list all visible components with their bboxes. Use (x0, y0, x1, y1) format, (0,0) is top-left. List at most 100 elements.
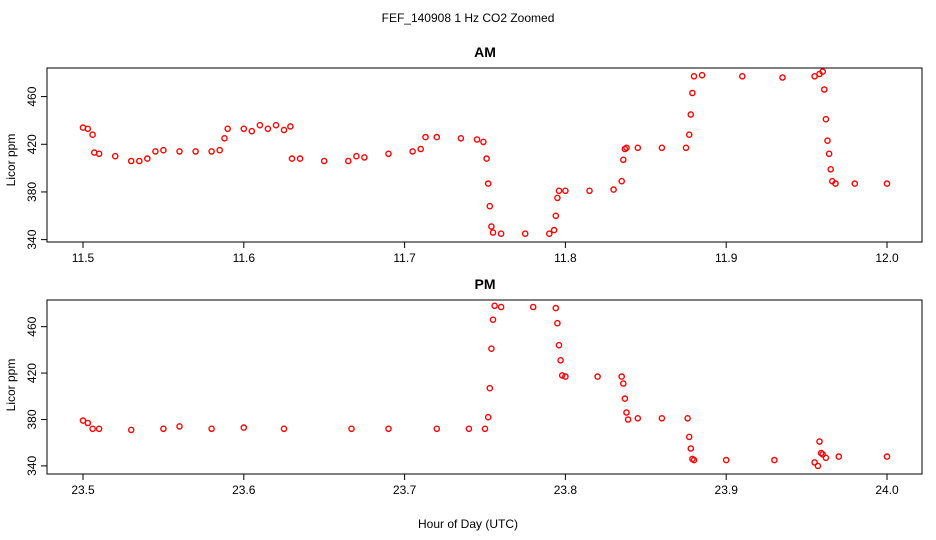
x-tick-label: 23.6 (232, 483, 256, 497)
data-point (552, 212, 560, 220)
data-point (634, 144, 642, 152)
panel-title-am: AM (474, 44, 496, 60)
data-point (529, 303, 537, 311)
data-point (658, 414, 666, 422)
y-tick-label: 340 (25, 456, 39, 476)
data-point (771, 456, 778, 464)
data-point (409, 148, 416, 155)
points-am (79, 68, 891, 237)
data-point (814, 462, 822, 470)
data-point (822, 454, 830, 462)
panel-title-pm: PM (475, 276, 496, 292)
data-point (385, 425, 392, 433)
data-point (521, 230, 529, 237)
data-point (127, 157, 135, 165)
data-point (361, 154, 368, 161)
data-point (480, 138, 487, 146)
data-point (634, 414, 642, 422)
data-point (562, 187, 569, 195)
data-point (811, 459, 818, 466)
data-point (484, 180, 492, 187)
data-point (143, 155, 151, 162)
data-point (618, 373, 626, 380)
data-point (95, 150, 103, 158)
data-point (160, 425, 167, 433)
data-point (353, 152, 360, 160)
data-point (689, 89, 696, 97)
data-point (685, 131, 693, 138)
panel-am: AM Licor ppm 11.5 11.6 11.7 11.8 11.9 12.0 34… (4, 44, 923, 265)
data-point (248, 127, 256, 135)
data-point (819, 68, 827, 75)
data-point (722, 456, 730, 464)
data-point (557, 356, 564, 364)
y-axis-label-pm: Licor ppm (4, 359, 18, 412)
data-point (682, 144, 690, 152)
data-point (344, 157, 352, 165)
data-point (176, 423, 183, 430)
data-point (552, 304, 560, 312)
data-point (816, 438, 823, 445)
data-point (497, 230, 505, 237)
data-point (554, 319, 561, 327)
data-point (620, 380, 627, 387)
data-point (562, 373, 569, 380)
data-point (208, 148, 215, 155)
data-point (883, 453, 891, 460)
x-tick-label: 11.5 (72, 251, 95, 265)
x-tick-label: 23.5 (71, 483, 95, 497)
x-tick-label: 23.7 (393, 483, 417, 497)
panel-pm: PM Licor ppm 23.5 23.6 23.7 23.8 23.9 24.0 34… (4, 276, 923, 497)
data-point (698, 71, 706, 79)
data-point (827, 165, 835, 173)
data-point (685, 433, 693, 441)
data-point (555, 341, 563, 349)
y-tick-label: 340 (25, 229, 39, 249)
plot-frame-pm (46, 299, 923, 475)
y-tick-label: 420 (25, 134, 39, 154)
data-point (433, 425, 441, 433)
data-point (216, 146, 223, 154)
data-point (558, 372, 566, 379)
data-point (554, 194, 561, 202)
data-point (224, 125, 231, 133)
y-ticks-am: 340 380 420 460 (25, 86, 47, 250)
data-point (484, 413, 492, 421)
data-point (489, 316, 497, 324)
data-point (883, 180, 891, 187)
x-axis-label: Hour of Day (UTC) (418, 517, 518, 531)
data-point (135, 157, 143, 165)
data-point (84, 419, 92, 427)
x-tick-label: 11.7 (393, 251, 416, 265)
data-point (620, 156, 627, 164)
data-point (618, 177, 626, 185)
figure-title: FEF_140908 1 Hz CO2 Zoomed (382, 11, 555, 25)
data-point (497, 303, 505, 311)
data-point (84, 125, 92, 133)
data-point (296, 155, 304, 162)
y-tick-label: 460 (25, 86, 39, 106)
data-point (739, 73, 746, 80)
data-point (489, 229, 497, 236)
y-tick-label: 460 (25, 316, 39, 336)
data-point (835, 453, 843, 460)
x-tick-label: 12.0 (875, 251, 899, 265)
x-tick-label: 11.6 (233, 251, 256, 265)
data-point (89, 131, 96, 138)
data-point (821, 86, 828, 93)
data-point (111, 152, 119, 160)
y-tick-label: 380 (25, 182, 39, 202)
data-point (610, 186, 617, 193)
x-tick-label: 23.9 (715, 483, 739, 497)
data-point (546, 230, 553, 237)
x-tick-label: 11.9 (715, 251, 738, 265)
data-point (473, 136, 481, 143)
data-point (95, 425, 103, 433)
data-point (417, 145, 425, 153)
data-point (488, 345, 495, 353)
data-point (594, 373, 601, 380)
data-point (623, 144, 630, 152)
y-axis-label-am: Licor ppm (4, 134, 18, 187)
data-point (851, 180, 859, 187)
data-point (457, 134, 465, 142)
